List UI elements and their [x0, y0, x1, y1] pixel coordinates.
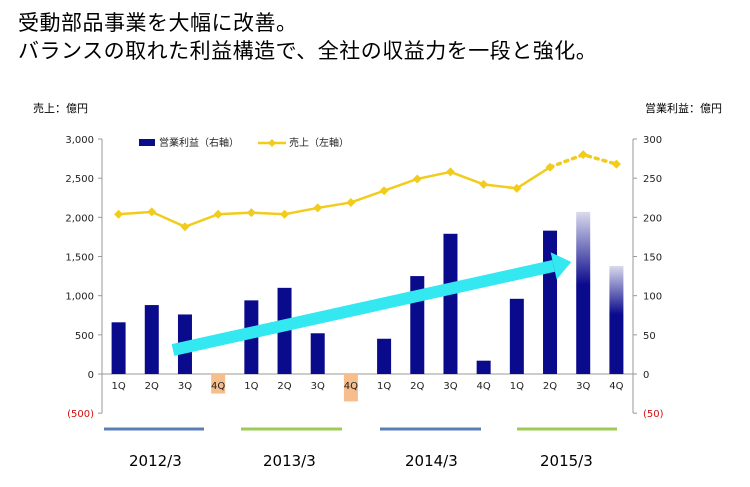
profit-bar	[443, 233, 458, 374]
legend-bar-label: 営業利益（右軸）	[159, 136, 239, 149]
right-tick-label: 100	[643, 292, 662, 303]
quarter-label: 1Q	[377, 381, 391, 392]
profit-bar	[543, 230, 558, 374]
right-tick-label: 300	[643, 135, 662, 146]
left-tick-label: 2,500	[65, 174, 94, 185]
sales-point	[479, 179, 489, 189]
left-tick-label: 500	[75, 331, 94, 342]
quarter-label: 3Q	[178, 381, 192, 392]
sales-point	[512, 183, 522, 193]
right-axis-unit: 営業利益：億円	[645, 102, 722, 115]
sales-point	[213, 209, 223, 219]
left-tick-label: 1,000	[65, 292, 94, 303]
left-axis-unit: 売上：億円	[33, 102, 88, 115]
sales-point	[313, 203, 323, 213]
sales-point	[147, 207, 157, 217]
legend-line-label: 売上（左軸）	[289, 136, 349, 149]
profit-bar	[476, 360, 491, 374]
sales-point	[180, 222, 190, 232]
quarter-label: 2Q	[277, 381, 291, 392]
right-tick-label: (50)	[643, 409, 664, 420]
quarter-label: 4Q	[344, 381, 358, 392]
left-tick-label: (500)	[67, 409, 94, 420]
quarter-label: 1Q	[111, 381, 125, 392]
legend-bar-swatch	[139, 139, 155, 146]
profit-bar	[343, 374, 358, 402]
sales-point	[280, 209, 290, 219]
profit-bar	[509, 298, 524, 374]
sales-point	[346, 197, 356, 207]
headline-line-2: バランスの取れた利益構造で、全社の収益力を一段と強化。	[18, 39, 598, 63]
fiscal-year-label-2015: 2015/3	[540, 452, 593, 470]
quarter-label: 4Q	[211, 381, 225, 392]
sales-point	[114, 209, 124, 219]
right-tick-label: 250	[643, 174, 662, 185]
quarter-label: 1Q	[510, 381, 524, 392]
profit-bar	[609, 265, 624, 374]
trend-arrow-shaft	[171, 260, 555, 356]
sales-point	[445, 167, 455, 177]
sales-point	[578, 150, 588, 160]
left-tick-label: 0	[88, 370, 94, 381]
sales-point	[379, 186, 389, 196]
quarter-label: 2Q	[145, 381, 159, 392]
quarter-label: 1Q	[244, 381, 258, 392]
profit-bar	[211, 374, 226, 394]
sales-point	[611, 159, 621, 169]
sales-point	[412, 174, 422, 184]
left-tick-label: 3,000	[65, 135, 94, 146]
legend-line-marker	[268, 139, 276, 147]
fiscal-year-label-2013: 2013/3	[263, 452, 316, 470]
quarter-label: 3Q	[443, 381, 457, 392]
right-tick-label: 150	[643, 253, 662, 264]
trend-arrow-head	[550, 252, 572, 280]
quarter-label: 4Q	[477, 381, 491, 392]
quarter-label: 3Q	[576, 381, 590, 392]
left-tick-label: 2,000	[65, 213, 94, 224]
profit-bar	[377, 338, 392, 374]
profit-bar	[310, 333, 325, 374]
right-tick-label: 0	[643, 370, 649, 381]
sales-point	[545, 162, 555, 172]
quarter-label: 4Q	[609, 381, 623, 392]
profit-bar	[111, 322, 126, 374]
quarter-label: 2Q	[543, 381, 557, 392]
left-tick-label: 1,500	[65, 253, 94, 264]
fiscal-year-label-2012: 2012/3	[129, 452, 182, 470]
right-tick-label: 50	[643, 331, 656, 342]
right-tick-label: 200	[643, 213, 662, 224]
profit-bar	[144, 305, 159, 374]
headline-line-1: 受動部品事業を大幅に改善。	[18, 11, 298, 35]
profit-bar	[576, 211, 591, 374]
quarter-label: 3Q	[311, 381, 325, 392]
fiscal-year-label-2014: 2014/3	[405, 452, 458, 470]
sales-point	[246, 208, 256, 218]
quarter-label: 2Q	[410, 381, 424, 392]
sales-line	[118, 166, 551, 229]
